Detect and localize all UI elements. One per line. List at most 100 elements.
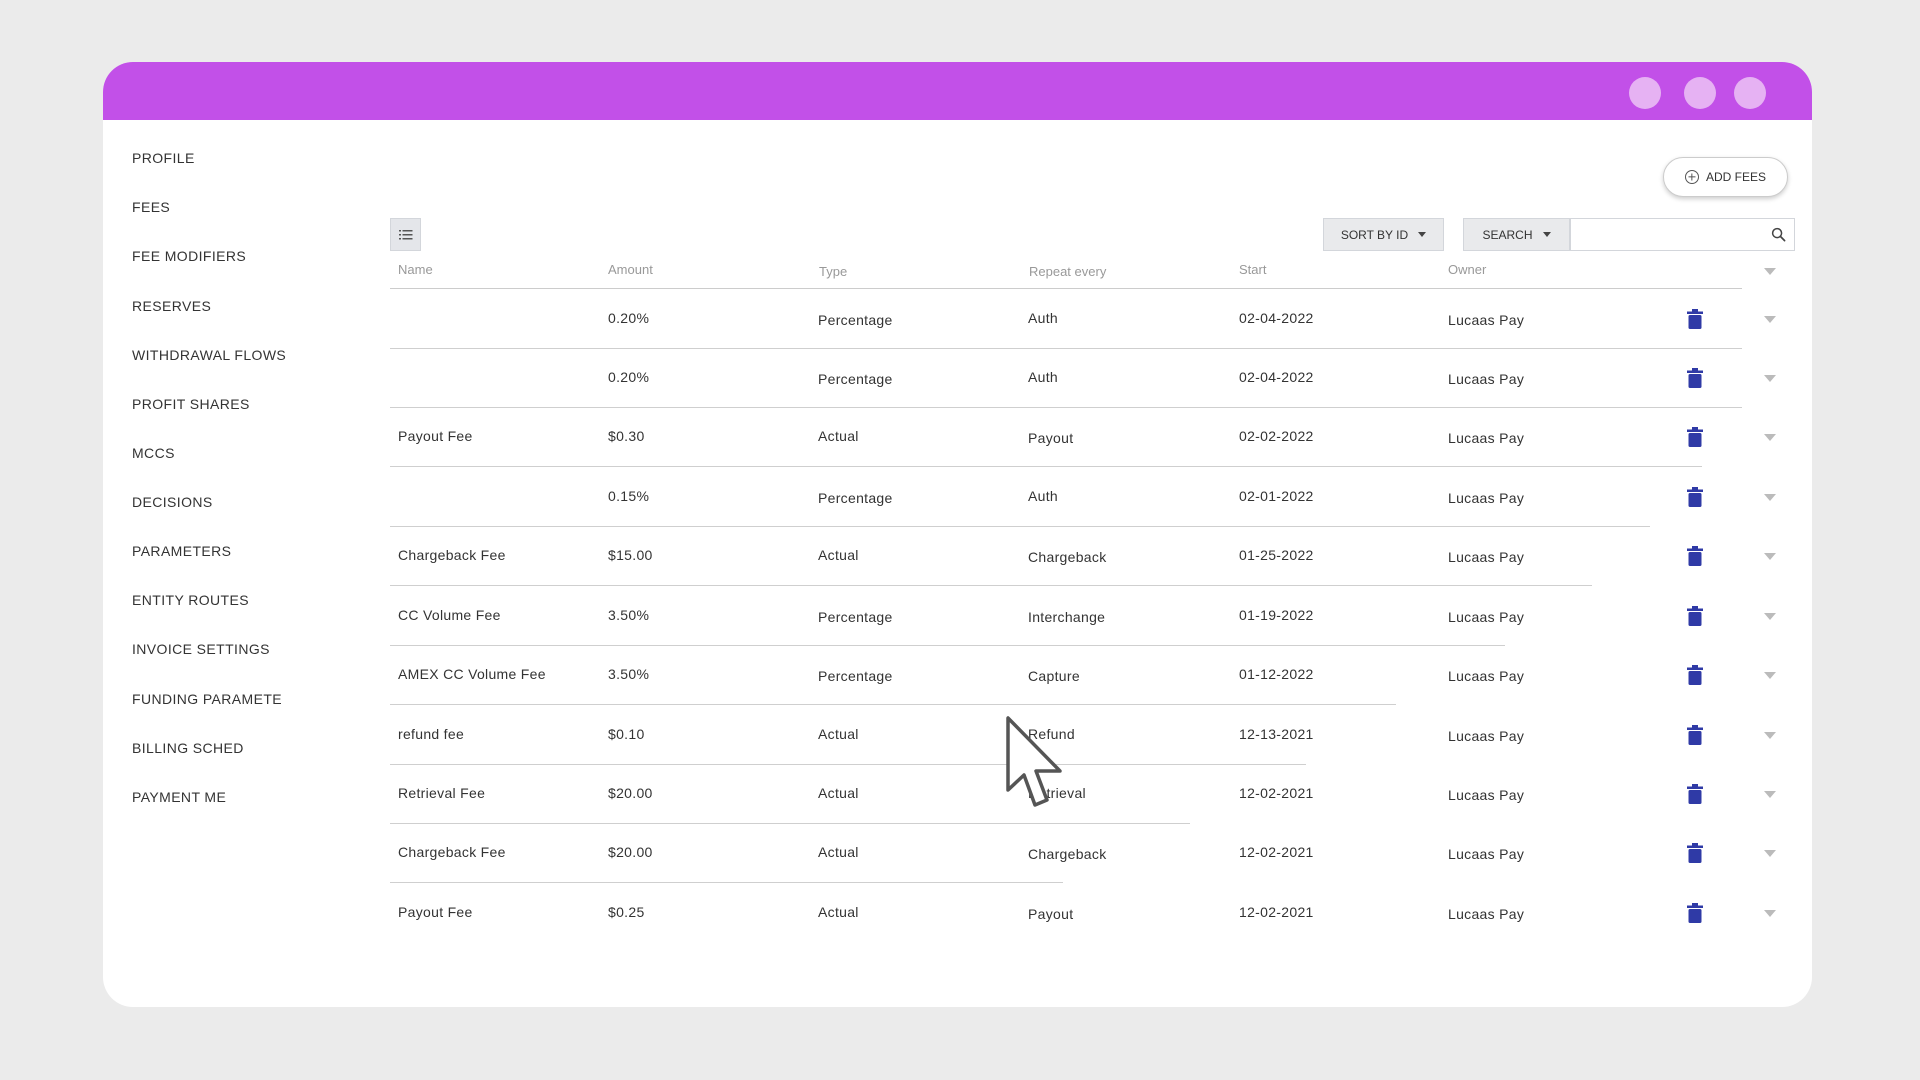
- list-icon: [398, 229, 412, 239]
- fee-type-cell: Actual: [818, 547, 859, 563]
- sidebar-item-withdrawal-flows[interactable]: WITHDRAWAL FLOWS: [132, 347, 287, 363]
- fee-start-cell: 02-04-2022: [1239, 310, 1314, 326]
- fee-type-cell: Actual: [818, 785, 859, 801]
- add-fees-label: ADD FEES: [1705, 170, 1766, 184]
- sort-dropdown[interactable]: SORT BY ID: [1323, 218, 1444, 251]
- window-dot-1[interactable]: [1629, 77, 1661, 109]
- fee-name-cell: Payout Fee: [398, 428, 473, 444]
- fee-owner-cell: Lucaas Pay: [1448, 312, 1525, 328]
- column-header-repeat: Repeat every: [1029, 264, 1107, 279]
- row-divider: [390, 645, 1505, 646]
- sidebar-item-fee-modifiers[interactable]: FEE MODIFIERS: [132, 248, 247, 264]
- fee-repeat-cell: Auth: [1028, 488, 1058, 504]
- fee-name-cell: refund fee: [398, 726, 465, 742]
- fee-start-cell: 12-02-2021: [1239, 844, 1314, 860]
- fee-owner-cell: Lucaas Pay: [1448, 371, 1525, 387]
- sidebar-item-invoice-settings[interactable]: INVOICE SETTINGS: [132, 641, 270, 657]
- row-divider: [390, 704, 1396, 705]
- fee-repeat-cell: Capture: [1028, 668, 1080, 684]
- trash-icon[interactable]: [1687, 665, 1703, 685]
- trash-icon[interactable]: [1687, 368, 1703, 388]
- fee-start-cell: 02-04-2022: [1239, 369, 1314, 385]
- chevron-down-icon[interactable]: [1764, 434, 1776, 441]
- fee-type-cell: Actual: [818, 726, 859, 742]
- list-view-button[interactable]: [390, 218, 421, 251]
- fee-owner-cell: Lucaas Pay: [1448, 609, 1525, 625]
- fee-amount-cell: $0.30: [608, 428, 645, 444]
- row-divider: [390, 526, 1650, 527]
- fee-owner-cell: Lucaas Pay: [1448, 787, 1525, 803]
- trash-icon[interactable]: [1687, 903, 1703, 923]
- fee-type-cell: Actual: [818, 428, 859, 444]
- window-dot-2[interactable]: [1684, 77, 1716, 109]
- trash-icon[interactable]: [1687, 309, 1703, 329]
- trash-icon[interactable]: [1687, 784, 1703, 804]
- trash-icon[interactable]: [1687, 546, 1703, 566]
- fee-repeat-cell: Auth: [1028, 310, 1058, 326]
- fee-owner-cell: Lucaas Pay: [1448, 668, 1525, 684]
- chevron-down-icon[interactable]: [1764, 732, 1776, 739]
- fee-type-cell: Percentage: [818, 609, 893, 625]
- fee-name-cell: Payout Fee: [398, 904, 473, 920]
- fee-type-cell: Percentage: [818, 371, 893, 387]
- window-dot-3[interactable]: [1734, 77, 1766, 109]
- sidebar-item-fees[interactable]: FEES: [132, 199, 171, 215]
- sidebar-item-payment-methods[interactable]: PAYMENT ME: [132, 789, 227, 805]
- sidebar-item-funding-parameters[interactable]: FUNDING PARAMETE: [132, 691, 283, 707]
- search-input[interactable]: [1571, 219, 1761, 250]
- fee-amount-cell: 0.20%: [608, 310, 650, 326]
- chevron-down-icon[interactable]: [1764, 375, 1776, 382]
- fee-type-cell: Actual: [818, 904, 859, 920]
- chevron-down-icon[interactable]: [1764, 553, 1776, 560]
- trash-icon[interactable]: [1687, 487, 1703, 507]
- sidebar-item-parameters[interactable]: PARAMETERS: [132, 543, 232, 559]
- fee-name-cell: Retrieval Fee: [398, 785, 486, 801]
- sidebar-item-reserves[interactable]: RESERVES: [132, 298, 212, 314]
- fee-amount-cell: 3.50%: [608, 607, 650, 623]
- sidebar-item-profit-shares[interactable]: PROFIT SHARES: [132, 396, 250, 412]
- chevron-down-icon[interactable]: [1764, 910, 1776, 917]
- fee-name-cell: CC Volume Fee: [398, 607, 501, 623]
- add-fees-button[interactable]: ADD FEES: [1663, 157, 1788, 197]
- chevron-down-icon[interactable]: [1764, 494, 1776, 501]
- sidebar-item-decisions[interactable]: DECISIONS: [132, 494, 213, 510]
- search-box: [1570, 218, 1795, 251]
- trash-icon[interactable]: [1687, 843, 1703, 863]
- fee-amount-cell: 0.20%: [608, 369, 650, 385]
- caret-down-icon: [1542, 232, 1551, 237]
- fee-repeat-cell: Payout: [1028, 906, 1074, 922]
- fee-amount-cell: $20.00: [608, 844, 653, 860]
- sidebar-item-profile[interactable]: PROFILE: [132, 150, 195, 166]
- fee-repeat-cell: Interchange: [1028, 609, 1106, 625]
- chevron-down-icon[interactable]: [1764, 613, 1776, 620]
- search-icon[interactable]: [1771, 227, 1786, 242]
- fee-amount-cell: $20.00: [608, 785, 653, 801]
- chevron-down-icon[interactable]: [1764, 316, 1776, 323]
- sort-label: SORT BY ID: [1340, 227, 1409, 242]
- fee-amount-cell: $0.25: [608, 904, 645, 920]
- fee-owner-cell: Lucaas Pay: [1448, 490, 1525, 506]
- fees-panel: ADD FEES SORT BY ID SEARCH: [103, 62, 1812, 1007]
- column-header-name: Name: [398, 262, 433, 277]
- column-header-start: Start: [1239, 262, 1267, 277]
- fee-repeat-cell: Chargeback: [1028, 846, 1107, 862]
- chevron-down-icon[interactable]: [1764, 850, 1776, 857]
- trash-icon[interactable]: [1687, 725, 1703, 745]
- search-field-dropdown[interactable]: SEARCH: [1463, 218, 1570, 251]
- fee-start-cell: 01-12-2022: [1239, 666, 1314, 682]
- sidebar-item-entity-routes[interactable]: ENTITY ROUTES: [132, 592, 249, 608]
- row-divider: [390, 823, 1190, 824]
- trash-icon[interactable]: [1687, 427, 1703, 447]
- sidebar-item-mccs[interactable]: MCCS: [132, 445, 175, 461]
- plus-circle-icon: [1684, 170, 1699, 184]
- row-divider: [390, 585, 1592, 586]
- fee-repeat-cell: Payout: [1028, 430, 1074, 446]
- trash-icon[interactable]: [1687, 606, 1703, 626]
- sidebar-item-billing-schedule[interactable]: BILLING SCHED: [132, 740, 244, 756]
- fee-start-cell: 12-13-2021: [1239, 726, 1314, 742]
- mouse-cursor-icon: [1006, 716, 1062, 807]
- chevron-down-icon[interactable]: [1764, 672, 1776, 679]
- fee-repeat-cell: Chargeback: [1028, 549, 1107, 565]
- chevron-down-icon[interactable]: [1764, 791, 1776, 798]
- chevron-down-icon[interactable]: [1764, 268, 1776, 275]
